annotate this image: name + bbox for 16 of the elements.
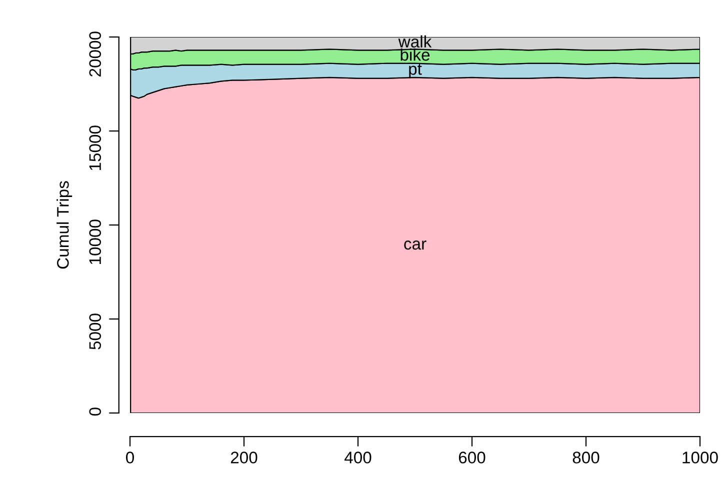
x-tick-label: 600 [458, 452, 486, 464]
x-tick-label: 200 [230, 452, 258, 464]
x-tick-label: 400 [344, 452, 372, 464]
y-tick-label: 0 [89, 408, 102, 416]
series-label: car [404, 240, 426, 250]
y-axis-title: Cumul Trips [56, 181, 72, 269]
y-tick-label: 5000 [89, 314, 102, 350]
y-tick-label: 20000 [89, 32, 102, 76]
series-label: pt [409, 64, 422, 78]
series-label: bike [400, 48, 430, 61]
y-tick-label: 10000 [89, 220, 102, 264]
x-tick-label: 800 [572, 452, 600, 464]
y-tick-label: 15000 [89, 126, 102, 170]
series-label: walk [398, 35, 432, 48]
x-tick-label: 0 [126, 452, 134, 464]
x-tick-label: 1000 [682, 452, 718, 464]
